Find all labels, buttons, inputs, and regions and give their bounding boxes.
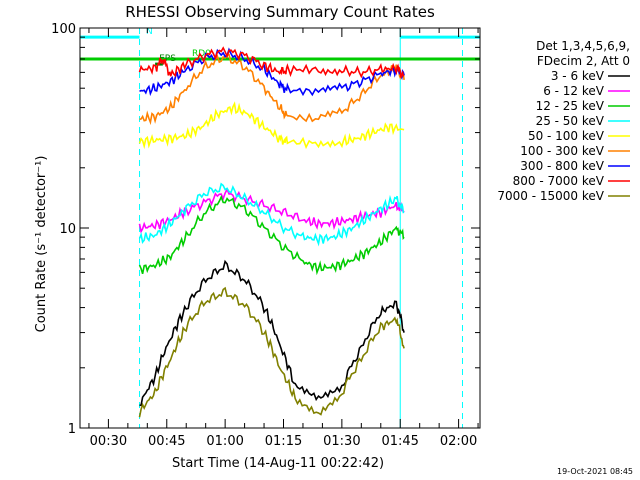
legend-label-800-7000-kev: 800 - 7000 keV <box>513 174 605 188</box>
legend: Det 1,3,4,5,6,9,FDecim 2, Att 03 - 6 keV… <box>497 39 630 203</box>
flag-label-rd0: RD0 <box>192 49 211 59</box>
legend-label-12-25-kev: 12 - 25 keV <box>536 99 605 113</box>
y-tick-label: 10 <box>59 222 76 237</box>
legend-label-6-12-kev: 6 - 12 keV <box>543 84 605 98</box>
x-tick-label: 02:00 <box>440 434 477 449</box>
series-line-300-800-kev <box>139 47 405 97</box>
x-tick-label: 01:00 <box>206 434 243 449</box>
chart-title: RHESSI Observing Summary Count Rates <box>125 3 435 21</box>
series-line-7000-15000-kev <box>138 286 405 418</box>
series-line-12-25-kev <box>138 195 405 276</box>
legend-label-25-50-kev: 25 - 50 keV <box>536 114 605 128</box>
footer-date: 19-Oct-2021 08:45 <box>557 467 633 476</box>
series-line-3-6-kev <box>139 259 405 407</box>
legend-label-300-800-kev: 300 - 800 keV <box>520 159 604 173</box>
legend-label-50-100-kev: 50 - 100 keV <box>528 129 605 143</box>
x-tick-label: 01:15 <box>265 434 302 449</box>
x-tick-label: 00:45 <box>148 434 185 449</box>
series-line-6-12-kev <box>138 187 405 234</box>
plot-layer: N RD0 EPS <box>80 27 480 428</box>
legend-header: Det 1,3,4,5,6,9, <box>536 39 630 53</box>
legend-label-3-6-kev: 3 - 6 keV <box>551 69 605 83</box>
x-tick-label: 00:30 <box>90 434 127 449</box>
y-tick-label: 100 <box>51 22 76 37</box>
legend-label-7000-15000-kev: 7000 - 15000 keV <box>497 189 604 203</box>
legend-label-100-300-kev: 100 - 300 keV <box>520 144 604 158</box>
x-tick-label: 01:30 <box>323 434 360 449</box>
y-axis-label: Count Rate (s⁻¹ detector⁻¹) <box>34 156 49 333</box>
legend-header: FDecim 2, Att 0 <box>537 54 630 68</box>
x-tick-label: 01:45 <box>381 434 418 449</box>
flag-label-n: N <box>146 27 153 37</box>
series-line-25-50-kev <box>138 182 405 247</box>
axes-layer: 1 10 100 00:30 00:45 01:00 01:15 01:30 01:45 02:0… <box>51 22 481 449</box>
flag-label-eps: EPS <box>159 54 176 64</box>
x-axis-label: Start Time (14-Aug-11 00:22:42) <box>172 456 384 471</box>
series-line-50-100-kev <box>138 101 405 150</box>
series-line-100-300-kev <box>139 53 405 126</box>
y-tick-label: 1 <box>68 422 76 437</box>
series-line-800-7000-kev <box>138 46 405 79</box>
